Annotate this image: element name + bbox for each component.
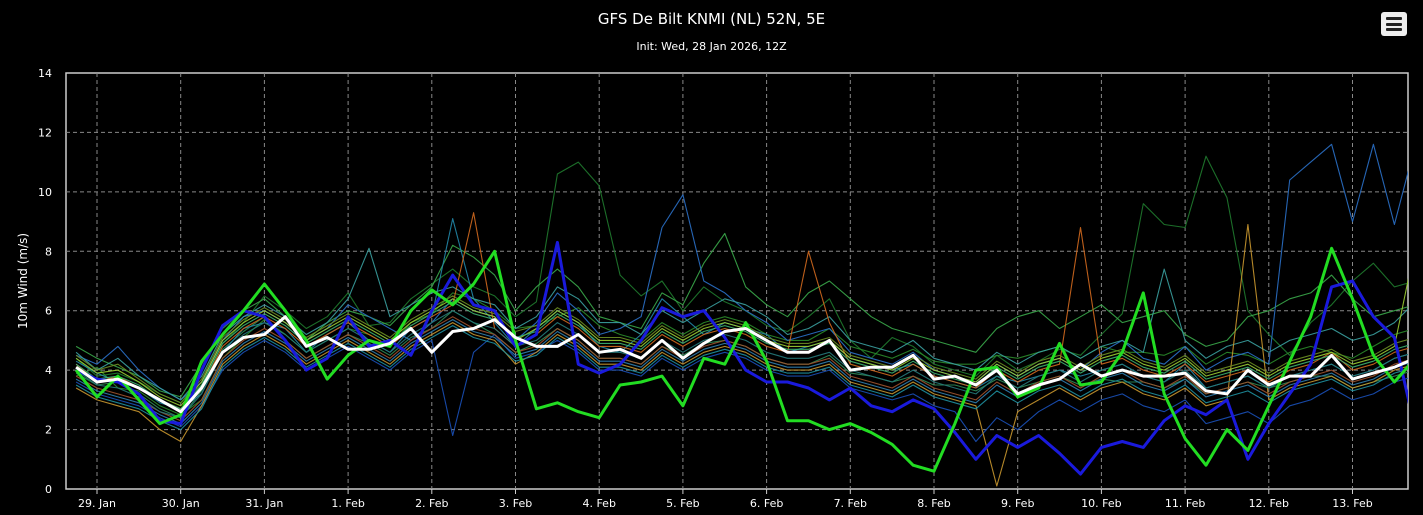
y-tick-label: 2 (45, 424, 52, 437)
x-tick-label: 8. Feb (917, 497, 950, 510)
x-tick-label: 6. Feb (750, 497, 783, 510)
x-tick-label: 29. Jan (78, 497, 116, 510)
series-line-highlight (75, 240, 1408, 476)
series-group (74, 143, 1408, 487)
series-line-member (75, 143, 1408, 401)
y-tick-label: 0 (45, 483, 52, 496)
x-tick-label: 3. Feb (499, 497, 532, 510)
x-tick-label: 1. Feb (331, 497, 364, 510)
series-line-member (75, 218, 1408, 410)
series-line-member (75, 310, 1408, 419)
y-tick-label: 14 (38, 67, 52, 80)
x-tick-label: 2. Feb (415, 497, 448, 510)
chart-title: GFS De Bilt KNMI (NL) 52N, 5E (597, 10, 826, 28)
y-tick-label: 4 (45, 364, 52, 377)
x-tick-label: 4. Feb (582, 497, 615, 510)
series-line-member (75, 319, 1408, 425)
x-tick-label: 10. Feb (1081, 497, 1121, 510)
x-tick-label: 30. Jan (162, 497, 200, 510)
y-tick-label: 12 (38, 126, 52, 139)
y-tick-label: 10 (38, 186, 52, 199)
chart-subtitle: Init: Wed, 28 Jan 2026, 12Z (636, 40, 787, 53)
series-line-highlight (75, 315, 1408, 414)
series-line-member (75, 212, 1408, 410)
y-tick-label: 6 (45, 305, 52, 318)
x-tick-label: 5. Feb (666, 497, 699, 510)
x-tick-label: 9. Feb (1001, 497, 1034, 510)
y-axis-title: 10m Wind (m/s) (16, 233, 30, 329)
x-tick-label: 7. Feb (834, 497, 867, 510)
x-tick-label: 11. Feb (1165, 497, 1205, 510)
series-line-member (75, 310, 1408, 419)
plot-border (65, 72, 1409, 490)
series-line-highlight (74, 246, 1408, 473)
x-tick-label: 12. Feb (1249, 497, 1289, 510)
x-tick-label: 13. Feb (1332, 497, 1372, 510)
series-line-member (75, 316, 1408, 422)
hamburger-menu-icon[interactable] (1381, 12, 1407, 36)
y-tick-label: 8 (45, 245, 52, 258)
series-line-member (75, 333, 1408, 443)
x-tick-label: 31. Jan (245, 497, 283, 510)
